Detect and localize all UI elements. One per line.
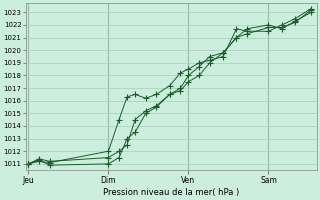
X-axis label: Pression niveau de la mer( hPa ): Pression niveau de la mer( hPa )	[103, 188, 239, 197]
